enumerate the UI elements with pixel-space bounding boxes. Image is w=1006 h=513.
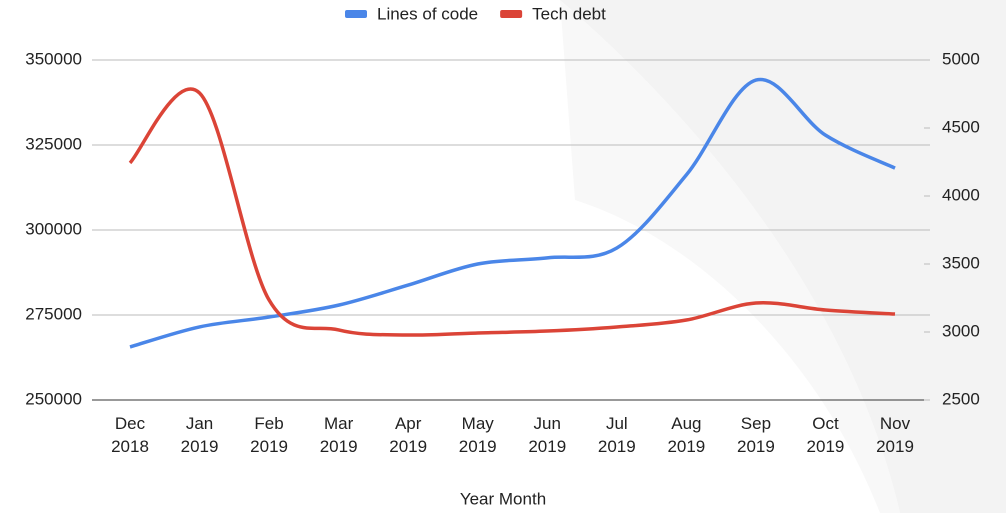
y-tick-label: 300000 [25, 219, 82, 238]
y2-tick-label: 3000 [942, 321, 980, 340]
x-tick-label: Jan 2019 [180, 414, 219, 456]
y-tick-label: 275000 [25, 304, 82, 323]
x-tick-label: Sep 2019 [736, 414, 775, 456]
x-tick-label: Mar 2019 [319, 414, 358, 456]
y-tick-label: 250000 [25, 389, 82, 408]
background-shape [560, 0, 900, 513]
x-axis-title: Year Month [460, 489, 546, 508]
y2-tick-label: 4500 [942, 117, 980, 136]
y2-tick-label: 5000 [942, 49, 980, 68]
y2-tick-label: 4000 [942, 185, 980, 204]
x-tick-label: Aug 2019 [667, 414, 706, 456]
y2-tick-label: 3500 [942, 253, 980, 272]
x-tick-label: Dec 2018 [111, 414, 149, 456]
series-line [128, 87, 896, 337]
x-tick-label: Nov 2019 [876, 414, 914, 456]
legend-swatch [500, 10, 523, 18]
background-shape [560, 0, 1006, 513]
x-tick-label: Jul 2019 [597, 414, 636, 456]
x-tick-label: Jun 2019 [528, 414, 567, 456]
legend-swatch [345, 10, 367, 18]
x-tick-label: Feb 2019 [250, 414, 288, 456]
x-tick-label: May 2019 [458, 414, 497, 456]
legend-label: Tech debt [532, 4, 606, 23]
y-tick-label: 325000 [25, 134, 82, 153]
x-tick-label: Apr 2019 [389, 414, 428, 456]
y2-tick-label: 2500 [942, 389, 980, 408]
legend-label: Lines of code [377, 4, 478, 23]
y-tick-label: 350000 [25, 49, 82, 68]
series-line [129, 77, 896, 349]
x-tick-label: Oct 2019 [806, 414, 845, 456]
